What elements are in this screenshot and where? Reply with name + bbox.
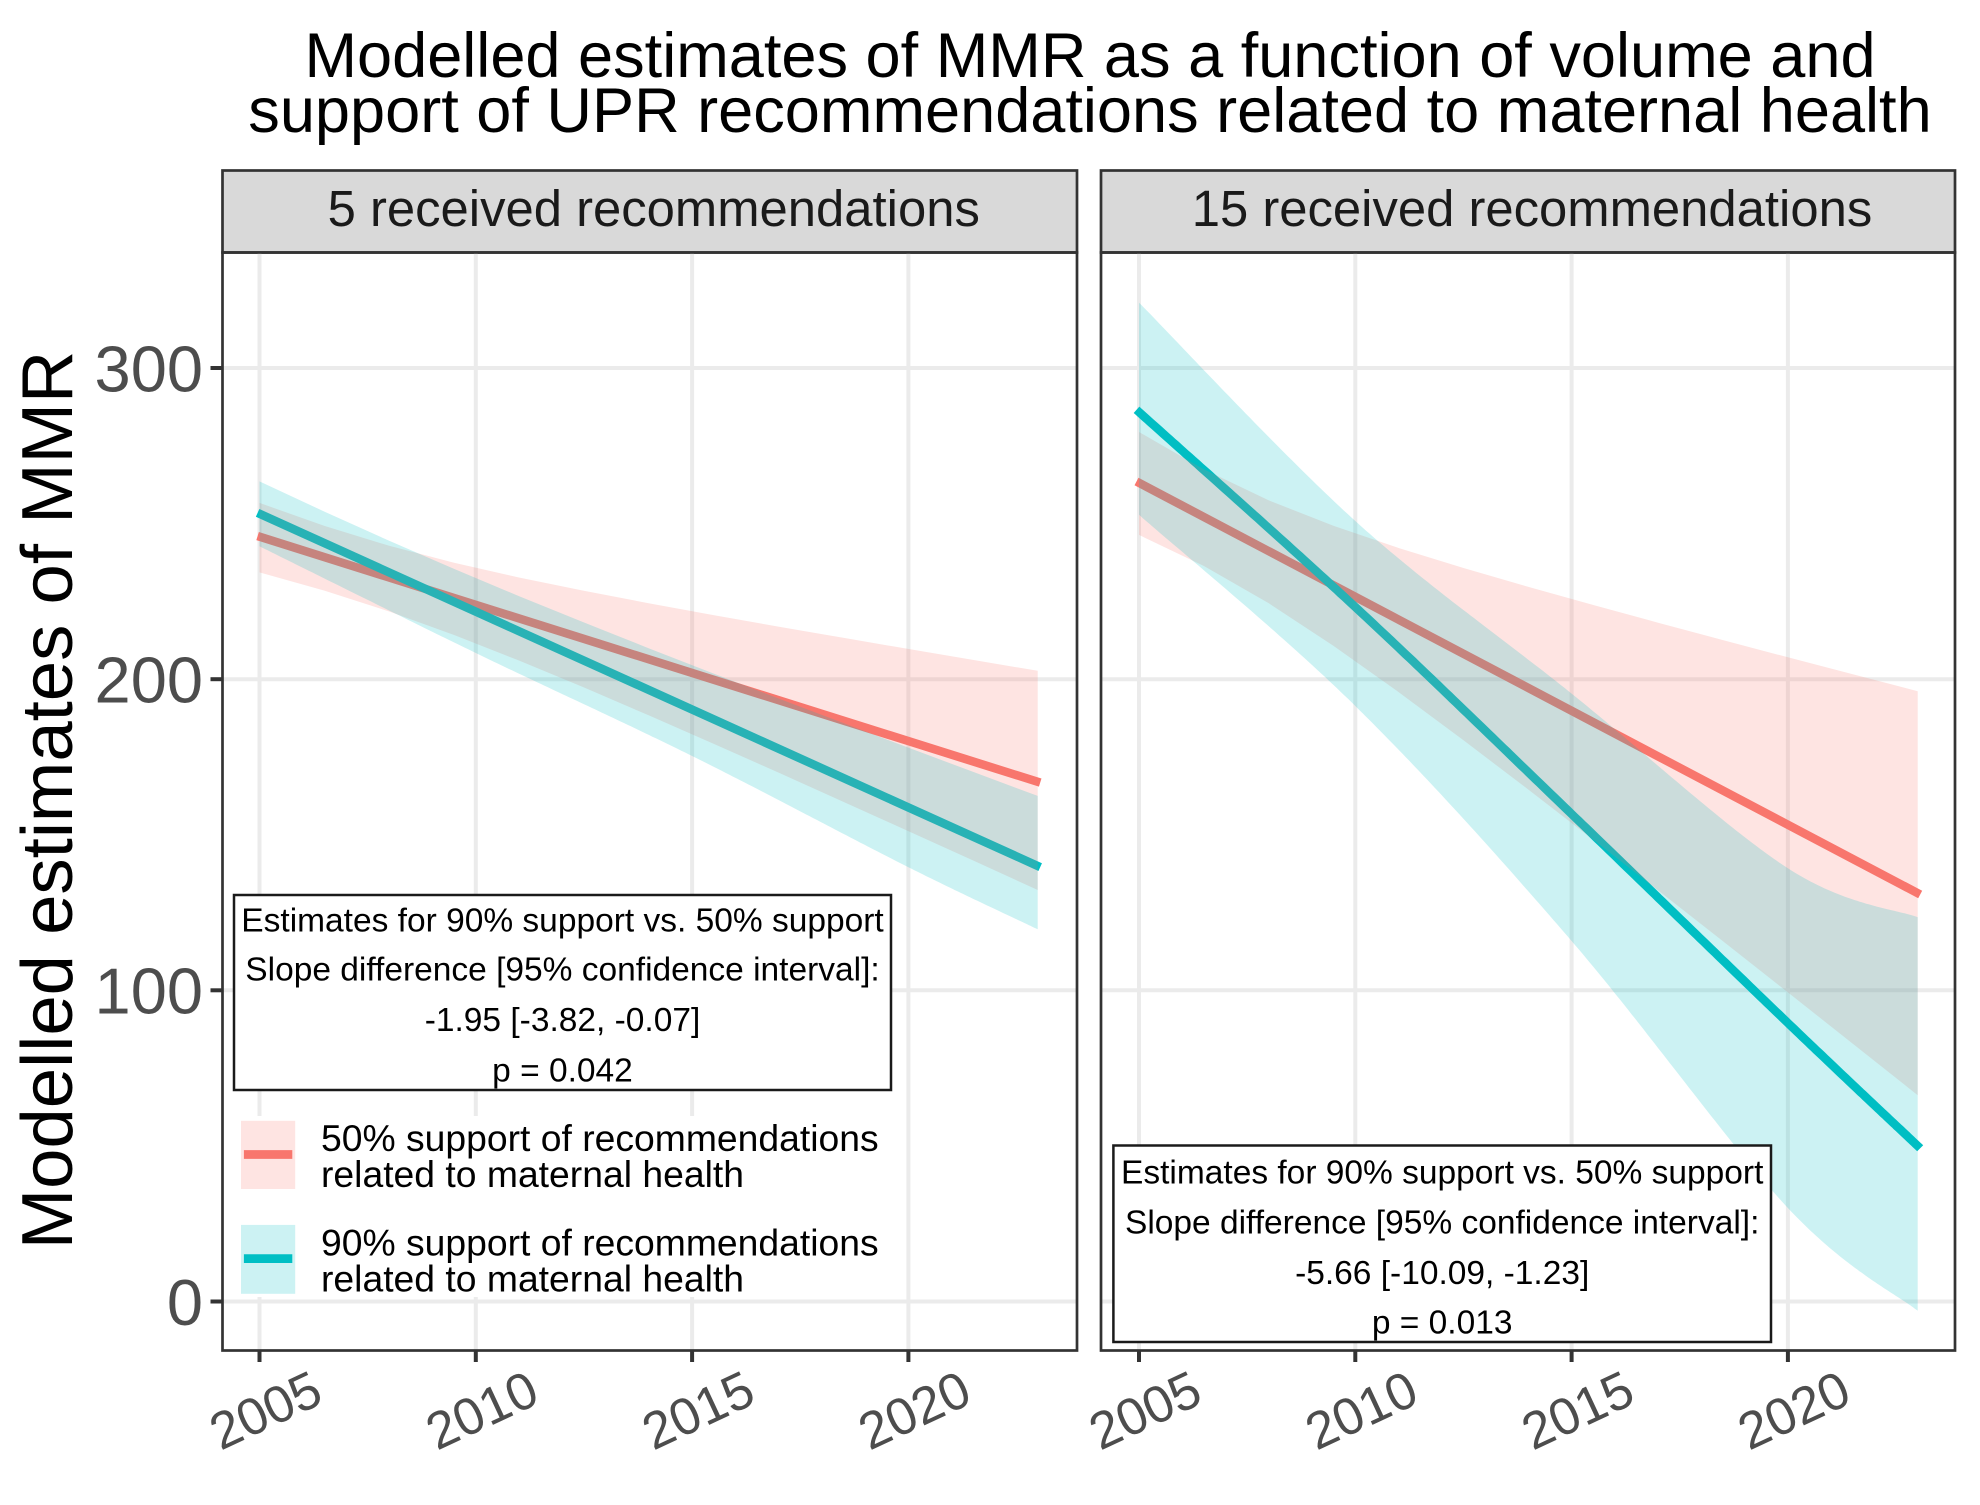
svg-text:90% support of recommendations: 90% support of recommendations — [321, 1222, 879, 1264]
svg-text:p = 0.042: p = 0.042 — [492, 1053, 633, 1090]
svg-text:50% support of recommendations: 50% support of recommendations — [321, 1117, 879, 1159]
svg-text:Estimates for 90% support vs.: Estimates for 90% support vs. 50% suppor… — [1121, 1154, 1764, 1191]
svg-text:Modelled estimates of MMR: Modelled estimates of MMR — [7, 351, 88, 1250]
svg-text:related to maternal health: related to maternal health — [321, 1258, 744, 1300]
svg-text:Slope difference [95% confiden: Slope difference [95% confidence interva… — [245, 951, 879, 988]
svg-text:15 received recommendations: 15 received recommendations — [1192, 180, 1872, 237]
svg-text:0: 0 — [167, 1266, 203, 1339]
svg-text:200: 200 — [95, 644, 203, 717]
svg-text:100: 100 — [95, 955, 203, 1028]
svg-text:support of UPR recommendations: support of UPR recommendations related t… — [248, 76, 1931, 146]
svg-text:Slope difference [95% confiden: Slope difference [95% confidence interva… — [1125, 1205, 1759, 1242]
svg-text:Modelled estimates of MMR as a: Modelled estimates of MMR as a function … — [304, 21, 1875, 91]
svg-text:300: 300 — [95, 332, 203, 405]
svg-text:related to maternal health: related to maternal health — [321, 1153, 744, 1195]
svg-text:p = 0.013: p = 0.013 — [1372, 1305, 1513, 1342]
svg-text:-5.66 [-10.09, -1.23]: -5.66 [-10.09, -1.23] — [1295, 1255, 1589, 1292]
svg-text:Estimates for 90% support vs.: Estimates for 90% support vs. 50% suppor… — [241, 903, 884, 940]
svg-text:5 received recommendations: 5 received recommendations — [328, 180, 980, 237]
svg-text:-1.95 [-3.82, -0.07]: -1.95 [-3.82, -0.07] — [425, 1002, 701, 1039]
